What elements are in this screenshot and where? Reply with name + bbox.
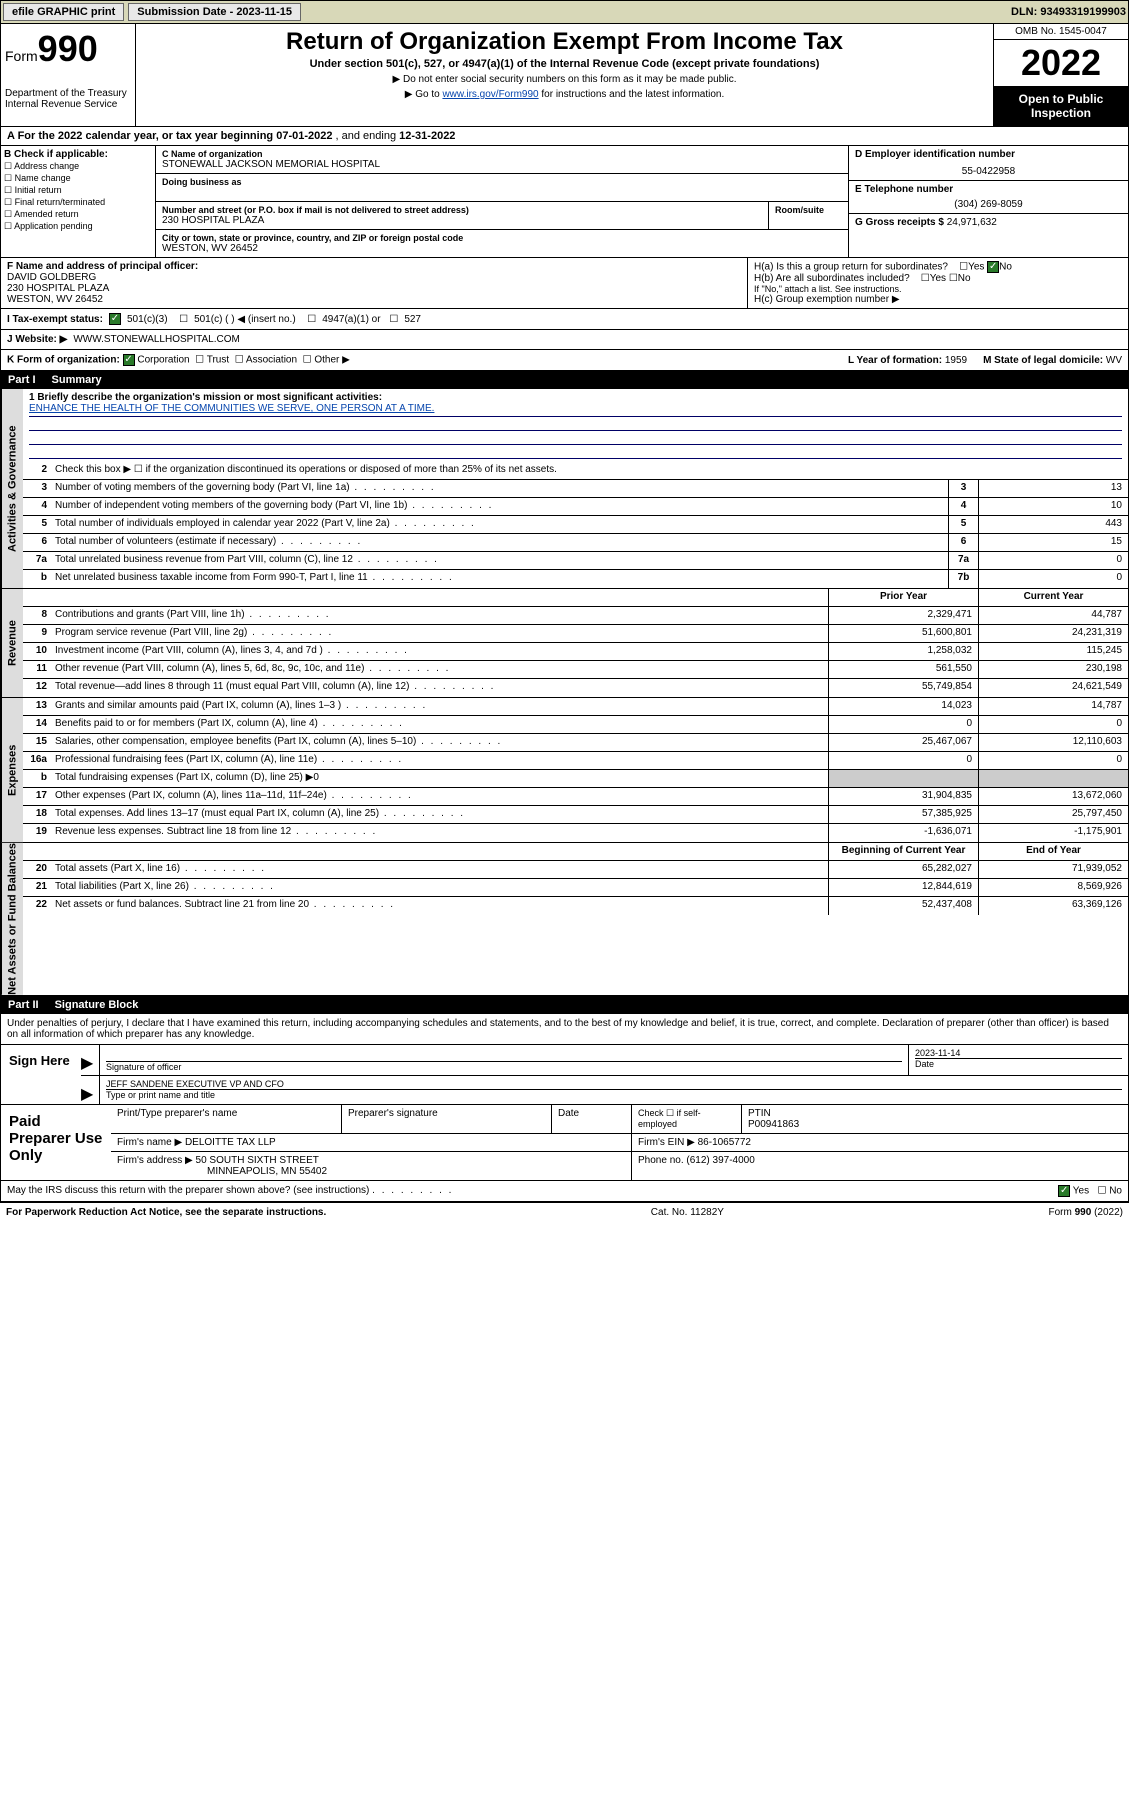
summary-line: bNet unrelated business taxable income f… xyxy=(23,570,1128,588)
form-number: Form990 xyxy=(5,28,131,70)
check-if-applicable: B Check if applicable: ☐ Address change … xyxy=(1,146,156,257)
summary-line: 3Number of voting members of the governi… xyxy=(23,480,1128,498)
efile-topbar: efile GRAPHIC print Submission Date - 20… xyxy=(0,0,1129,24)
city-cell: City or town, state or province, country… xyxy=(156,230,848,257)
summary-line: 2Check this box ▶ ☐ if the organization … xyxy=(23,462,1128,480)
tax-year: 2022 xyxy=(994,40,1128,86)
gov-section: Activities & Governance 1 Briefly descri… xyxy=(0,389,1129,589)
summary-line: 13Grants and similar amounts paid (Part … xyxy=(23,698,1128,716)
summary-line: 9Program service revenue (Part VIII, lin… xyxy=(23,625,1128,643)
discuss-row: May the IRS discuss this return with the… xyxy=(0,1181,1129,1202)
chk-final[interactable]: ☐ Final return/terminated xyxy=(4,197,152,208)
efile-print-btn[interactable]: efile GRAPHIC print xyxy=(3,3,124,21)
part2-header: Part II Signature Block xyxy=(0,996,1129,1014)
section-bcdeg: B Check if applicable: ☐ Address change … xyxy=(0,146,1129,258)
summary-line: 15Salaries, other compensation, employee… xyxy=(23,734,1128,752)
form-header: Form990 Department of the Treasury Inter… xyxy=(0,24,1129,127)
summary-line: 6Total number of volunteers (estimate if… xyxy=(23,534,1128,552)
k-form-org-row: K Form of organization: ✓ Corporation ☐ … xyxy=(0,350,1129,371)
netassets-section: Net Assets or Fund Balances Beginning of… xyxy=(0,843,1129,996)
mission-block: 1 Briefly describe the organization's mi… xyxy=(23,389,1128,462)
vtab-expenses: Expenses xyxy=(1,698,23,842)
summary-line: 8Contributions and grants (Part VIII, li… xyxy=(23,607,1128,625)
chk-pending[interactable]: ☐ Application pending xyxy=(4,221,152,232)
501c3-check: ✓ xyxy=(109,313,121,325)
chk-amended[interactable]: ☐ Amended return xyxy=(4,209,152,220)
form-subtitle: Under section 501(c), 527, or 4947(a)(1)… xyxy=(144,58,985,70)
paid-preparer-label: Paid Preparer Use Only xyxy=(1,1105,111,1180)
tax-exempt-row: I Tax-exempt status: ✓ 501(c)(3) ☐ 501(c… xyxy=(0,309,1129,330)
vtab-netassets: Net Assets or Fund Balances xyxy=(1,843,23,995)
dba-cell: Doing business as xyxy=(156,174,848,201)
officer-cell: F Name and address of principal officer:… xyxy=(1,258,748,308)
summary-line: 18Total expenses. Add lines 13–17 (must … xyxy=(23,806,1128,824)
discuss-yes-check: ✓ xyxy=(1058,1185,1070,1197)
page-footer: For Paperwork Reduction Act Notice, see … xyxy=(0,1202,1129,1222)
sign-here-block: Sign Here ▶ Signature of officer 2023-11… xyxy=(0,1045,1129,1105)
part1-header: Part I Summary xyxy=(0,371,1129,389)
summary-line: 22Net assets or fund balances. Subtract … xyxy=(23,897,1128,915)
expenses-section: Expenses 13Grants and similar amounts pa… xyxy=(0,698,1129,843)
gross-receipts-cell: G Gross receipts $ 24,971,632 xyxy=(849,214,1128,231)
vtab-revenue: Revenue xyxy=(1,589,23,697)
vtab-governance: Activities & Governance xyxy=(1,389,23,588)
arrow-icon: ▶ xyxy=(81,1045,99,1075)
section-fh: F Name and address of principal officer:… xyxy=(0,258,1129,309)
group-return-cell: H(a) Is this a group return for subordin… xyxy=(748,258,1128,308)
summary-line: 17Other expenses (Part IX, column (A), l… xyxy=(23,788,1128,806)
open-to-public: Open to Public Inspection xyxy=(994,86,1128,126)
website-row: J Website: ▶ WWW.STONEWALLHOSPITAL.COM xyxy=(0,330,1129,350)
summary-line: 7aTotal unrelated business revenue from … xyxy=(23,552,1128,570)
phone-cell: E Telephone number (304) 269-8059 xyxy=(849,181,1128,214)
irs-link[interactable]: www.irs.gov/Form990 xyxy=(442,89,538,100)
summary-line: 10Investment income (Part VIII, column (… xyxy=(23,643,1128,661)
chk-name[interactable]: ☐ Name change xyxy=(4,173,152,184)
summary-line: 16aProfessional fundraising fees (Part I… xyxy=(23,752,1128,770)
org-name-cell: C Name of organization STONEWALL JACKSON… xyxy=(156,146,848,173)
summary-line: 4Number of independent voting members of… xyxy=(23,498,1128,516)
summary-line: 12Total revenue—add lines 8 through 11 (… xyxy=(23,679,1128,697)
chk-initial[interactable]: ☐ Initial return xyxy=(4,185,152,196)
summary-line: 14Benefits paid to or for members (Part … xyxy=(23,716,1128,734)
room-cell: Room/suite xyxy=(768,202,848,229)
dept-treasury: Department of the Treasury Internal Reve… xyxy=(5,88,131,110)
ein-cell: D Employer identification number 55-0422… xyxy=(849,146,1128,181)
submission-date: Submission Date - 2023-11-15 xyxy=(128,3,301,21)
ha-no-check: ✓ xyxy=(987,261,999,273)
col-headers-2: Beginning of Current Year End of Year xyxy=(23,843,1128,861)
summary-line: 19Revenue less expenses. Subtract line 1… xyxy=(23,824,1128,842)
summary-line: 20Total assets (Part X, line 16)65,282,0… xyxy=(23,861,1128,879)
street-cell: Number and street (or P.O. box if mail i… xyxy=(156,202,768,229)
summary-line: 5Total number of individuals employed in… xyxy=(23,516,1128,534)
summary-line: 11Other revenue (Part VIII, column (A), … xyxy=(23,661,1128,679)
period-row: A For the 2022 calendar year, or tax yea… xyxy=(0,127,1129,146)
form-title: Return of Organization Exempt From Incom… xyxy=(144,28,985,56)
sign-here-label: Sign Here xyxy=(1,1045,81,1104)
paid-preparer-block: Paid Preparer Use Only Print/Type prepar… xyxy=(0,1105,1129,1181)
summary-line: bTotal fundraising expenses (Part IX, co… xyxy=(23,770,1128,788)
revenue-section: Revenue Prior Year Current Year 8Contrib… xyxy=(0,589,1129,698)
ssn-note: ▶ Do not enter social security numbers o… xyxy=(144,74,985,85)
summary-line: 21Total liabilities (Part X, line 26)12,… xyxy=(23,879,1128,897)
sig-declaration: Under penalties of perjury, I declare th… xyxy=(0,1014,1129,1045)
col-headers-1: Prior Year Current Year xyxy=(23,589,1128,607)
arrow-icon: ▶ xyxy=(81,1076,99,1104)
corp-check: ✓ xyxy=(123,354,135,366)
omb-number: OMB No. 1545-0047 xyxy=(994,24,1128,40)
goto-note: ▶ Go to www.irs.gov/Form990 for instruct… xyxy=(144,89,985,100)
chk-address[interactable]: ☐ Address change xyxy=(4,161,152,172)
dln: DLN: 93493319199903 xyxy=(1011,6,1126,18)
